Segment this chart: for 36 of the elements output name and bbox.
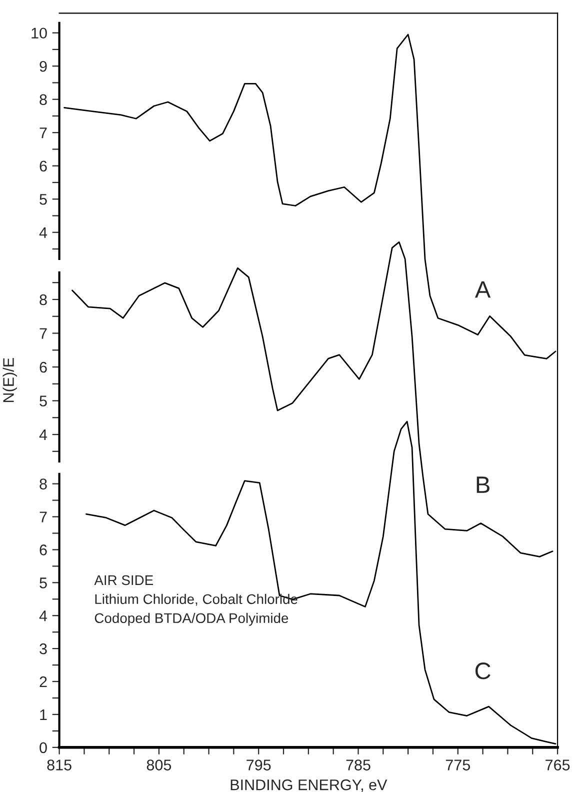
y-tick-label: 6 [40, 362, 47, 373]
y-tick-label: 7 [40, 328, 47, 339]
y-tick-label: 9 [40, 60, 47, 72]
y-tick-label: 7 [40, 128, 47, 138]
x-tick-label: 785 [346, 760, 370, 770]
y-tick-label: 8 [40, 94, 47, 106]
y-tick-label: 3 [40, 643, 47, 654]
x-axis-title: BINDING ENERGY, eV [230, 779, 388, 792]
y-tick-label: 5 [40, 578, 47, 588]
y-tick-label: 6 [40, 160, 47, 172]
y-tick-label: 6 [40, 544, 47, 556]
x-tick-label: 775 [446, 760, 470, 770]
y-tick-label: 1 [40, 709, 47, 720]
annotation: AIR SIDE [94, 575, 154, 586]
line-series [72, 241, 554, 558]
annotation: Codoped BTDA/ODA Polyimide [94, 612, 288, 626]
y-tick-label: 0 [40, 742, 47, 754]
annotation: Lithium Chloride, Cobalt Chloride [95, 594, 298, 606]
y-tick-label: 7 [40, 512, 47, 522]
y-tick-label: 8 [40, 478, 47, 490]
x-tick-label: 795 [246, 760, 271, 770]
x-tick-label: 805 [146, 760, 172, 770]
x-tick-label: 815 [47, 760, 72, 770]
annotation: B [476, 476, 490, 493]
annotation: C [475, 662, 490, 680]
y-tick-label: 8 [40, 294, 47, 306]
y-tick-label: 2 [40, 676, 47, 688]
y-tick-label: 4 [39, 430, 48, 440]
y-tick-label: 4 [39, 610, 48, 622]
y-tick-label: 4 [39, 227, 48, 238]
y-tick-label: 5 [40, 396, 47, 406]
x-tick-label: 765 [546, 760, 570, 770]
y-tick-label: 5 [40, 194, 47, 205]
y-tick-label: 10 [32, 28, 47, 39]
y-axis-title: N(E)/E [2, 358, 17, 402]
annotation: A [474, 281, 491, 298]
